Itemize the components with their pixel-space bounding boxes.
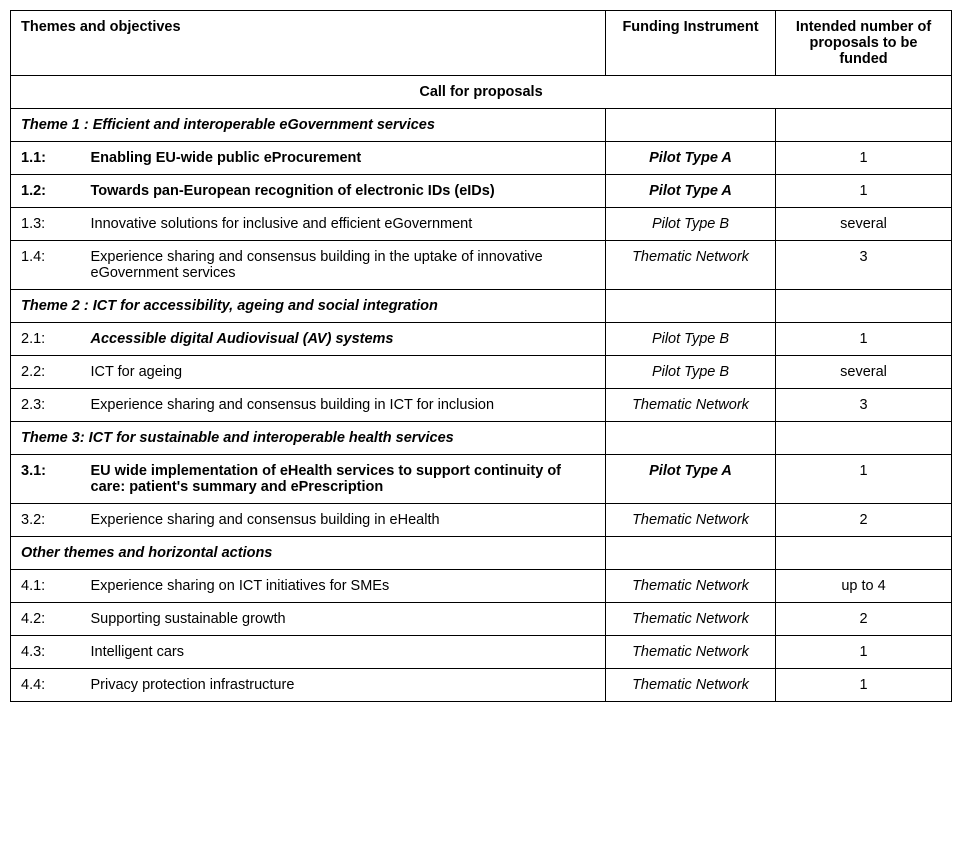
proposals-table: Themes and objectivesFunding InstrumentI… <box>10 10 952 702</box>
row-funding: Thematic Network <box>606 603 776 636</box>
row-id: 1.1: <box>11 142 81 175</box>
row-label: Experience sharing and consensus buildin… <box>81 504 606 537</box>
row-funding: Pilot Type A <box>606 175 776 208</box>
call-banner: Call for proposals <box>11 76 952 109</box>
row-funding: Thematic Network <box>606 636 776 669</box>
row-label: Privacy protection infrastructure <box>81 669 606 702</box>
row-funding: Thematic Network <box>606 504 776 537</box>
table-row: 3.2:Experience sharing and consensus bui… <box>11 504 952 537</box>
row-funding: Thematic Network <box>606 669 776 702</box>
row-count: 3 <box>776 389 952 422</box>
row-count: 2 <box>776 603 952 636</box>
row-funding: Thematic Network <box>606 241 776 290</box>
row-funding: Pilot Type B <box>606 208 776 241</box>
row-id: 4.3: <box>11 636 81 669</box>
row-count: 1 <box>776 175 952 208</box>
row-count: 1 <box>776 455 952 504</box>
row-funding: Pilot Type A <box>606 142 776 175</box>
row-id: 1.4: <box>11 241 81 290</box>
row-label: Towards pan-European recognition of elec… <box>81 175 606 208</box>
row-label: Experience sharing and consensus buildin… <box>81 389 606 422</box>
row-funding: Pilot Type B <box>606 323 776 356</box>
row-count: 1 <box>776 636 952 669</box>
table-row: 4.1:Experience sharing on ICT initiative… <box>11 570 952 603</box>
row-count: several <box>776 356 952 389</box>
row-count: 1 <box>776 142 952 175</box>
row-id: 4.1: <box>11 570 81 603</box>
table-row: 1.1:Enabling EU-wide public eProcurement… <box>11 142 952 175</box>
row-count: 1 <box>776 323 952 356</box>
row-id: 2.2: <box>11 356 81 389</box>
table-row: 4.2:Supporting sustainable growthThemati… <box>11 603 952 636</box>
table-row: 1.3:Innovative solutions for inclusive a… <box>11 208 952 241</box>
row-funding: Pilot Type A <box>606 455 776 504</box>
row-label: Experience sharing on ICT initiatives fo… <box>81 570 606 603</box>
row-count: several <box>776 208 952 241</box>
row-count: 3 <box>776 241 952 290</box>
table-row: 3.1:EU wide implementation of eHealth se… <box>11 455 952 504</box>
row-label: Intelligent cars <box>81 636 606 669</box>
section-title: Theme 2 : ICT for accessibility, ageing … <box>11 290 606 323</box>
table-row: 4.4:Privacy protection infrastructureThe… <box>11 669 952 702</box>
row-id: 2.3: <box>11 389 81 422</box>
row-label: ICT for ageing <box>81 356 606 389</box>
section-title: Other themes and horizontal actions <box>11 537 606 570</box>
row-count: 2 <box>776 504 952 537</box>
row-label: Experience sharing and consensus buildin… <box>81 241 606 290</box>
row-count: 1 <box>776 669 952 702</box>
header-themes: Themes and objectives <box>11 11 606 76</box>
row-funding: Pilot Type B <box>606 356 776 389</box>
row-id: 3.1: <box>11 455 81 504</box>
row-label: EU wide implementation of eHealth servic… <box>81 455 606 504</box>
row-id: 4.4: <box>11 669 81 702</box>
row-id: 1.3: <box>11 208 81 241</box>
table-row: 4.3:Intelligent carsThematic Network1 <box>11 636 952 669</box>
row-label: Accessible digital Audiovisual (AV) syst… <box>81 323 606 356</box>
row-id: 1.2: <box>11 175 81 208</box>
table-row: 2.2:ICT for ageingPilot Type Bseveral <box>11 356 952 389</box>
row-id: 2.1: <box>11 323 81 356</box>
table-row: 2.1:Accessible digital Audiovisual (AV) … <box>11 323 952 356</box>
row-label: Enabling EU-wide public eProcurement <box>81 142 606 175</box>
row-id: 3.2: <box>11 504 81 537</box>
row-label: Innovative solutions for inclusive and e… <box>81 208 606 241</box>
row-count: up to 4 <box>776 570 952 603</box>
header-count: Intended number of proposals to be funde… <box>776 11 952 76</box>
row-label: Supporting sustainable growth <box>81 603 606 636</box>
table-row: 1.4:Experience sharing and consensus bui… <box>11 241 952 290</box>
row-id: 4.2: <box>11 603 81 636</box>
section-title: Theme 3: ICT for sustainable and interop… <box>11 422 606 455</box>
table-row: 1.2:Towards pan-European recognition of … <box>11 175 952 208</box>
section-title: Theme 1 : Efficient and interoperable eG… <box>11 109 606 142</box>
row-funding: Thematic Network <box>606 389 776 422</box>
table-row: 2.3:Experience sharing and consensus bui… <box>11 389 952 422</box>
row-funding: Thematic Network <box>606 570 776 603</box>
header-funding: Funding Instrument <box>606 11 776 76</box>
